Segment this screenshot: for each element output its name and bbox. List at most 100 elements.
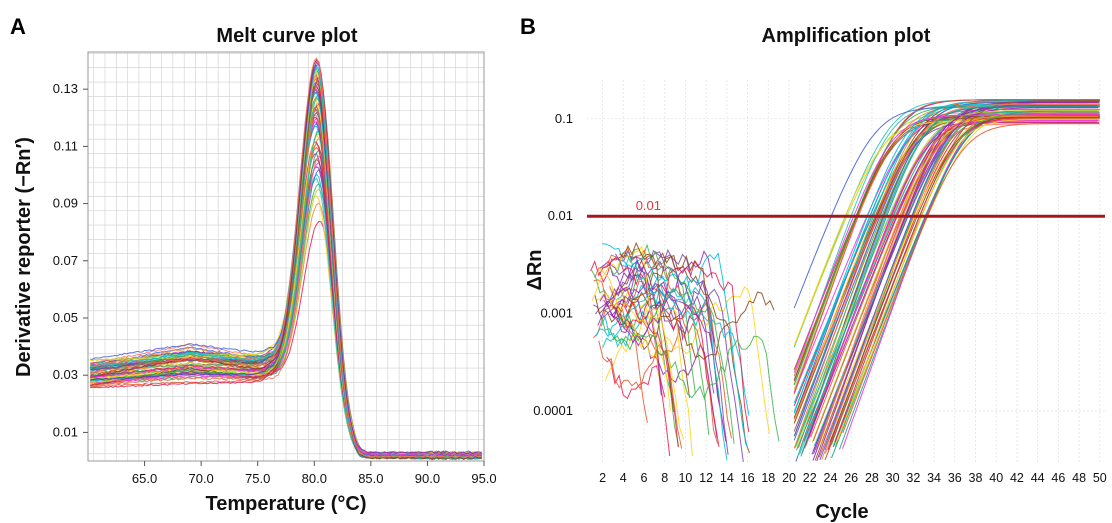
amp-curve-series xyxy=(800,106,1099,457)
amp-x-tick-label: 40 xyxy=(989,471,1003,485)
amp-noise-series xyxy=(620,252,751,454)
threshold-label: 0.01 xyxy=(636,198,661,213)
amp-curve-series xyxy=(801,105,1098,453)
amp-curve-series xyxy=(795,110,1100,448)
melt-x-tick-label: 80.0 xyxy=(302,471,327,486)
amp-x-tick-label: 16 xyxy=(741,471,755,485)
amp-y-tick-label: 0.1 xyxy=(555,111,573,126)
amp-noise-series xyxy=(609,243,735,444)
amp-x-tick-label: 24 xyxy=(824,471,838,485)
amp-curve-series xyxy=(793,117,1100,423)
amp-noise-series xyxy=(619,241,674,413)
melt-curves xyxy=(90,57,483,461)
amp-x-tick-label: 4 xyxy=(620,471,627,485)
amp-x-tick-label: 10 xyxy=(678,471,692,485)
amp-curve-series xyxy=(803,114,1099,442)
amp-y-tick-label: 0.0001 xyxy=(533,403,573,418)
melt-y-axis-label: Derivative reporter (−Rn′) xyxy=(13,137,35,377)
amp-x-tick-label: 34 xyxy=(927,471,941,485)
melt-chart-title: Melt curve plot xyxy=(216,25,357,47)
amp-noise-series xyxy=(615,259,750,433)
amp-noise-series xyxy=(612,291,775,360)
amp-x-tick-label: 36 xyxy=(948,471,962,485)
melt-y-tick-label: 0.13 xyxy=(53,81,78,96)
amp-noise-series xyxy=(614,249,716,343)
amp-noise-series xyxy=(595,292,671,411)
amp-x-ticks: 2 4 6 8 10 12 14 16 18 20 22 24 26 28 30 32 34 36 38 40 42 44… xyxy=(599,471,1107,485)
amp-curve-series xyxy=(834,116,1099,443)
amp-y-ticks: 0.0001 0.001 0.01 0.1 xyxy=(533,111,573,418)
melt-x-axis-label: Temperature (°C) xyxy=(206,493,367,515)
melt-curve-chart: Melt curve plot 65.0 70.0 75.0 80.0 85.0 90.0… xyxy=(13,25,497,515)
amp-curve-series xyxy=(824,100,1100,460)
melt-x-ticks: 65.0 70.0 75.0 80.0 85.0 90.0 95.0 xyxy=(132,461,497,486)
amp-curve-series xyxy=(793,99,1100,395)
amp-curve-series xyxy=(813,104,1099,455)
amp-noise-series xyxy=(602,243,748,448)
amp-noise-series xyxy=(606,356,666,400)
melt-y-tick-label: 0.01 xyxy=(53,424,78,439)
amp-x-tick-label: 50 xyxy=(1093,471,1107,485)
amp-noise-series xyxy=(595,249,729,455)
melt-x-tick-label: 90.0 xyxy=(415,471,440,486)
amp-curve-series xyxy=(793,118,1100,370)
amp-x-tick-label: 46 xyxy=(1051,471,1065,485)
amp-curve-series xyxy=(837,118,1100,440)
amp-curve-series xyxy=(818,115,1099,446)
amp-noise-series xyxy=(593,279,648,423)
melt-plot-frame xyxy=(87,51,485,462)
threshold-line-group: 0.01 xyxy=(587,198,1105,218)
amp-x-tick-label: 12 xyxy=(699,471,713,485)
amp-curve-series xyxy=(793,114,1100,373)
melt-x-tick-label: 65.0 xyxy=(132,471,157,486)
amp-x-tick-label: 26 xyxy=(844,471,858,485)
amp-x-tick-label: 14 xyxy=(720,471,734,485)
melt-curve-series xyxy=(90,57,482,459)
amp-noise-series xyxy=(595,273,750,416)
amp-x-tick-label: 28 xyxy=(865,471,879,485)
amp-curve-series xyxy=(793,121,1098,437)
amp-noise-series xyxy=(612,331,780,442)
amp-x-tick-label: 48 xyxy=(1072,471,1086,485)
melt-x-tick-label: 95.0 xyxy=(471,471,496,486)
amp-curves xyxy=(590,99,1100,462)
melt-y-tick-label: 0.07 xyxy=(53,253,78,268)
amp-x-tick-label: 22 xyxy=(803,471,817,485)
melt-y-ticks: 0.01 0.03 0.05 0.07 0.09 0.11 0.13 xyxy=(53,81,88,439)
amp-noise-series xyxy=(603,299,679,448)
melt-y-tick-label: 0.11 xyxy=(54,138,78,153)
amp-x-tick-label: 8 xyxy=(661,471,668,485)
melt-y-tick-label: 0.09 xyxy=(53,196,78,211)
amp-y-axis-label: ΔRn xyxy=(524,249,546,290)
panel-letter-b: B xyxy=(520,14,536,39)
amp-noise-series xyxy=(612,253,705,328)
melt-grid xyxy=(88,52,484,461)
amp-x-tick-label: 32 xyxy=(906,471,920,485)
amp-noise-series xyxy=(602,283,728,461)
melt-y-tick-label: 0.03 xyxy=(53,367,78,382)
amp-curve-series xyxy=(832,110,1098,448)
amp-noise-series xyxy=(597,260,715,394)
amp-y-tick-label: 0.01 xyxy=(548,208,573,223)
amp-x-tick-label: 2 xyxy=(599,471,606,485)
amp-noise-series xyxy=(591,245,659,377)
amp-x-tick-label: 20 xyxy=(782,471,796,485)
amp-noise-series xyxy=(596,268,685,440)
amp-chart-title: Amplification plot xyxy=(762,25,931,47)
amp-curve-series xyxy=(842,122,1100,434)
melt-x-tick-label: 75.0 xyxy=(245,471,270,486)
amp-x-tick-label: 6 xyxy=(641,471,648,485)
amp-curve-series xyxy=(793,103,1100,420)
amp-noise-series xyxy=(604,307,693,457)
amp-x-tick-label: 18 xyxy=(761,471,775,485)
amp-noise-series xyxy=(591,270,680,447)
amp-x-axis-label: Cycle xyxy=(815,501,868,523)
amp-x-tick-label: 38 xyxy=(969,471,983,485)
amp-curve-series xyxy=(832,110,1098,447)
melt-x-tick-label: 85.0 xyxy=(358,471,383,486)
amp-x-tick-label: 42 xyxy=(1010,471,1024,485)
melt-x-tick-label: 70.0 xyxy=(188,471,213,486)
melt-y-tick-label: 0.05 xyxy=(53,310,78,325)
amplification-chart: Amplification plot 0.01 2 4 6 8 10 12 14 16 18 20… xyxy=(524,25,1107,523)
